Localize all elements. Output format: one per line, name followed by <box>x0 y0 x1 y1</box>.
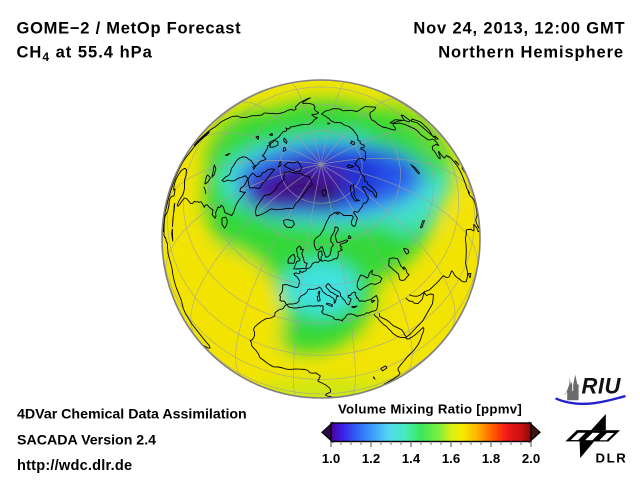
svg-text:RIU: RIU <box>582 374 622 399</box>
svg-text:Volume Mixing Ratio [ppmv]: Volume Mixing Ratio [ppmv] <box>338 402 522 417</box>
svg-text:1.8: 1.8 <box>482 451 500 466</box>
svg-text:1.0: 1.0 <box>322 451 340 466</box>
svg-text:4DVar Chemical Data Assimilati: 4DVar Chemical Data Assimilation <box>17 407 247 423</box>
svg-text:DLR: DLR <box>596 450 628 465</box>
svg-text:1.2: 1.2 <box>362 451 380 466</box>
svg-text:1.4: 1.4 <box>402 451 421 466</box>
svg-text:GOME−2 / MetOp Forecast: GOME−2 / MetOp Forecast <box>17 20 242 38</box>
svg-text:Nov 24, 2013, 12:00 GMT: Nov 24, 2013, 12:00 GMT <box>413 20 625 38</box>
svg-text:http://wdc.dlr.de: http://wdc.dlr.de <box>17 458 132 474</box>
svg-text:1.6: 1.6 <box>442 451 460 466</box>
svg-text:CH4 at 55.4 hPa: CH4 at 55.4 hPa <box>17 44 153 65</box>
svg-text:Northern Hemisphere: Northern Hemisphere <box>438 44 624 62</box>
svg-text:2.0: 2.0 <box>522 451 540 466</box>
svg-text:SACADA Version 2.4: SACADA Version 2.4 <box>17 432 156 448</box>
